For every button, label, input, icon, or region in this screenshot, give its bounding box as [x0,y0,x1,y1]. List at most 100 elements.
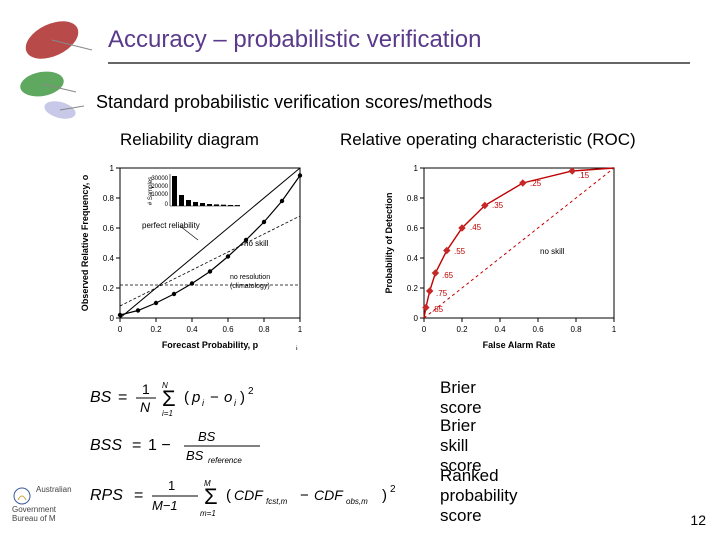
svg-text:.85: .85 [432,305,444,314]
label-brier: Brier score [440,378,482,418]
svg-text:(: ( [184,389,189,406]
svg-text:perfect reliability: perfect reliability [142,221,200,230]
chart-title-roc: Relative operating characteristic (ROC) [340,130,636,150]
svg-text:False Alarm Rate: False Alarm Rate [483,340,556,350]
svg-text:2: 2 [390,484,396,495]
reliability-chart: 0 0.2 0.4 0.6 0.8 1 0 0.2 0.4 0.6 0.8 1 [78,160,328,350]
svg-text:0.6: 0.6 [532,325,544,334]
svg-text:0.6: 0.6 [222,325,234,334]
svg-text:): ) [240,389,245,406]
logo-line3: Bureau of M [12,514,56,523]
svg-text:0: 0 [110,314,115,323]
svg-text:0.4: 0.4 [494,325,506,334]
svg-text:0.4: 0.4 [407,254,419,263]
svg-text:1: 1 [414,164,419,173]
svg-text:.45: .45 [470,223,482,232]
svg-text:BS: BS [198,429,216,444]
svg-text:no skill: no skill [244,239,269,248]
svg-text:0.6: 0.6 [407,224,419,233]
svg-text:BSS: BSS [90,437,122,454]
svg-text:1: 1 [168,478,175,493]
label-rps: Ranked probability score [440,466,517,526]
svg-text:reference: reference [208,456,242,465]
logo-line1: Australian [36,485,72,494]
svg-text:N: N [140,399,151,415]
svg-text:−: − [210,389,219,406]
logo-line2: Government [12,505,56,514]
svg-text:1 −: 1 − [148,437,171,454]
svg-text:0.8: 0.8 [103,194,115,203]
svg-text:=: = [118,389,127,406]
subheading: Standard probabilistic verification scor… [96,92,492,113]
svg-text:0.2: 0.2 [150,325,162,334]
svg-text:no skill: no skill [540,247,565,256]
svg-text:0.2: 0.2 [456,325,468,334]
svg-text:no resolution: no resolution [230,274,270,281]
svg-text:2: 2 [248,386,254,397]
svg-text:N: N [162,381,168,390]
svg-text:0.8: 0.8 [258,325,270,334]
footer-logo: Australian Government Bureau of M [12,486,72,524]
formula-rps-row: RPS = 1 M−1 Σ M m=1 ( CDF fcst,m − CDF o… [90,474,430,518]
page-title: Accuracy – probabilistic verification [108,26,690,58]
svg-text:Observed Relative Frequency, o: Observed Relative Frequency, o [80,174,90,311]
svg-text:# Samples: # Samples [148,177,154,205]
svg-text:0: 0 [165,202,169,208]
svg-text:fcst,m: fcst,m [266,497,288,506]
svg-text:0: 0 [414,314,419,323]
roc-chart: 0 0.2 0.4 0.6 0.8 1 0 0.2 0.4 0.6 0.8 1 … [380,160,640,350]
svg-text:M: M [204,479,211,488]
svg-text:.65: .65 [442,271,454,280]
svg-text:.25: .25 [530,179,542,188]
title-underline [108,62,690,64]
svg-text:1: 1 [110,164,115,173]
svg-text:0.2: 0.2 [103,284,115,293]
svg-text:M−1: M−1 [152,498,178,513]
svg-text:(climatology): (climatology) [230,283,270,290]
svg-text:m=1: m=1 [200,509,216,518]
svg-text:CDF: CDF [234,487,264,503]
svg-text:o: o [224,389,232,406]
svg-text:.35: .35 [492,201,504,210]
svg-text:0.4: 0.4 [103,254,115,263]
svg-text:0.8: 0.8 [570,325,582,334]
svg-text:0.2: 0.2 [407,284,419,293]
chart-title-reliability: Reliability diagram [120,130,259,150]
svg-text:i: i [234,398,237,408]
formula-bss: BSS = 1 − BS BS reference [90,426,330,466]
title-block: Accuracy – probabilistic verification [108,26,690,64]
svg-text:(: ( [226,487,231,504]
formula-rps: RPS = 1 M−1 Σ M m=1 ( CDF fcst,m − CDF o… [90,474,430,518]
svg-text:i: i [296,346,298,350]
formula-brier-row: BS = 1 N Σ N i=1 ( p i − o i ) 2 Brier s… [90,378,330,418]
formula-brier: BS = 1 N Σ N i=1 ( p i − o i ) 2 [90,378,330,418]
svg-text:0.6: 0.6 [103,224,115,233]
svg-text:): ) [382,487,387,504]
svg-text:1: 1 [142,381,150,397]
svg-text:=: = [132,437,141,454]
svg-text:1: 1 [298,325,303,334]
svg-text:.75: .75 [436,289,448,298]
svg-text:−: − [300,487,309,504]
svg-text:Probability of Detection: Probability of Detection [384,192,394,293]
svg-text:Forecast Probability, p: Forecast Probability, p [162,340,259,350]
svg-text:0: 0 [118,325,123,334]
decor-ellipses [4,6,114,136]
svg-text:0: 0 [422,325,427,334]
svg-text:.55: .55 [454,247,466,256]
formula-bss-row: BSS = 1 − BS BS reference Brier skill sc… [90,426,330,466]
svg-text:BS: BS [90,389,112,406]
svg-text:1: 1 [612,325,617,334]
svg-text:RPS: RPS [90,487,123,504]
svg-text:CDF: CDF [314,487,344,503]
page-number: 12 [690,512,706,528]
svg-text:i=1: i=1 [162,409,173,418]
svg-text:i: i [202,398,205,408]
svg-text:BS: BS [186,448,204,463]
svg-text:obs,m: obs,m [346,497,368,506]
svg-text:0.8: 0.8 [407,194,419,203]
svg-text:.15: .15 [578,171,590,180]
svg-text:=: = [134,487,143,504]
svg-text:0.4: 0.4 [186,325,198,334]
svg-text:p: p [191,389,200,406]
